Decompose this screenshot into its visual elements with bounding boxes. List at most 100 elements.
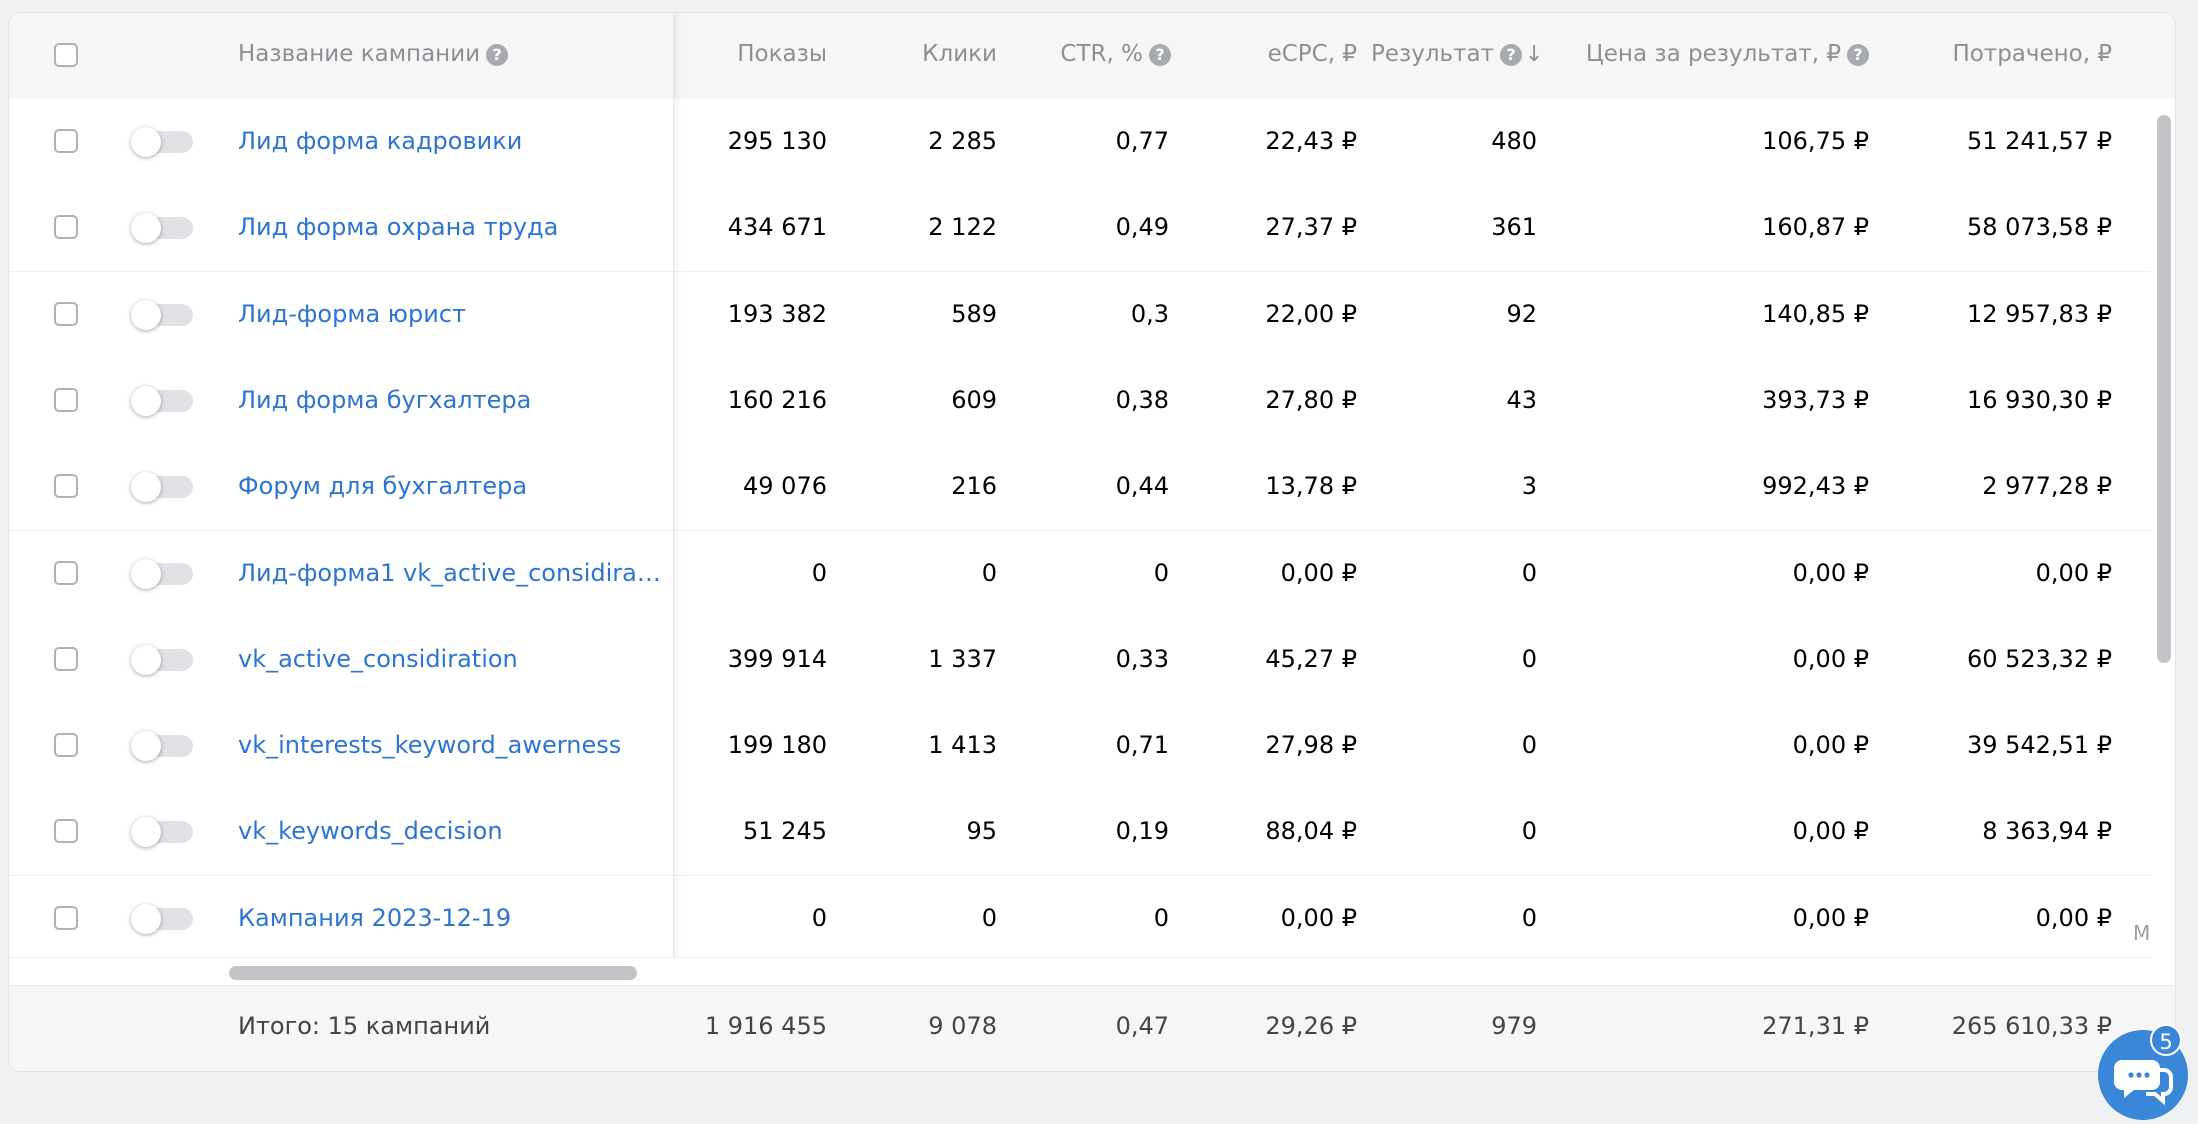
horizontal-scrollbar[interactable] [9, 957, 2151, 982]
row-checkbox[interactable] [54, 560, 78, 585]
horizontal-scrollbar-thumb[interactable] [229, 966, 637, 980]
header-ecpc[interactable]: eCPC, ₽ [1267, 41, 1357, 67]
header-ctr[interactable]: CTR, %? [949, 41, 1171, 67]
row-checkbox[interactable] [54, 301, 78, 326]
cell-ecpc: 13,78 ₽ [1265, 472, 1357, 501]
cell-ecpc: 22,43 ₽ [1265, 127, 1357, 155]
campaigns-table: Название кампании? Показы Клики CTR, %? … [8, 12, 2176, 1072]
sort-descending-icon[interactable]: ↓ [1525, 42, 1544, 67]
table-row: Кампания 2023-12-19 0 0 0 0,00 ₽ 0 0,00 ₽ 0,00 … [9, 875, 2151, 963]
campaign-status-toggle[interactable] [131, 558, 199, 589]
header-spent[interactable]: Потрачено, ₽ [1952, 41, 2112, 67]
header-price-per-result[interactable]: Цена за результат, ₽? [1569, 41, 1869, 67]
cell-result: 43 [1506, 385, 1537, 414]
totals-price-per-result: 271,31 ₽ [1762, 1012, 1869, 1040]
cell-clicks: 2 122 [928, 213, 997, 242]
row-checkbox[interactable] [54, 129, 78, 153]
campaign-name-link[interactable]: Лид форма охрана труда [238, 213, 559, 242]
campaign-name-link[interactable]: Лид форма бугхалтера [238, 385, 532, 414]
cell-result: 3 [1521, 472, 1537, 501]
table-header: Название кампании? Показы Клики CTR, %? … [9, 13, 2175, 100]
cell-impressions: 399 914 [727, 644, 827, 673]
campaign-status-toggle[interactable] [131, 644, 199, 675]
cell-spent: 51 241,57 ₽ [1966, 127, 2112, 155]
cell-result: 480 [1491, 127, 1537, 155]
totals-clicks: 9 078 [928, 1012, 997, 1040]
campaign-status-toggle[interactable] [131, 385, 199, 416]
frozen-column-divider [673, 13, 682, 957]
header-price-per-result-label: Цена за результат, ₽ [1585, 41, 1841, 67]
campaign-status-toggle[interactable] [131, 817, 199, 848]
cell-impressions: 0 [811, 903, 827, 932]
cell-ecpc: 0,00 ₽ [1280, 558, 1357, 587]
chat-bubbles-icon [2114, 1060, 2173, 1106]
campaign-name-link[interactable]: vk_active_considiration [238, 644, 518, 673]
cell-result: 361 [1491, 213, 1537, 242]
cell-spent: 12 957,83 ₽ [1966, 299, 2112, 328]
row-checkbox[interactable] [54, 819, 78, 844]
cell-result: 92 [1506, 299, 1537, 328]
totals-row: Итого: 15 кампаний 1 916 455 9 078 0,47 … [9, 985, 2175, 1071]
chat-unread-badge: 5 [2150, 1024, 2182, 1056]
cell-price-per-result: 393,73 ₽ [1762, 385, 1869, 414]
cell-impressions: 295 130 [727, 127, 827, 155]
campaign-status-toggle[interactable] [131, 213, 199, 244]
table-row: Форум для бухгалтера 49 076 216 0,44 13,78 ₽… [9, 444, 2151, 532]
vertical-scrollbar-thumb[interactable] [2157, 115, 2171, 663]
cell-result: 0 [1521, 644, 1537, 673]
campaign-status-toggle[interactable] [131, 731, 199, 762]
vertical-scrollbar[interactable] [2151, 99, 2175, 957]
cell-ctr: 0,19 [1115, 817, 1169, 846]
cell-price-per-result: 0,00 ₽ [1792, 644, 1869, 673]
campaign-name-link[interactable]: Лид-форма1 vk_active_considirat... [238, 558, 668, 587]
toggle-knob [131, 731, 161, 762]
help-icon[interactable]: ? [1847, 44, 1869, 66]
toggle-knob [131, 817, 161, 848]
campaign-status-toggle[interactable] [131, 299, 199, 330]
header-impressions[interactable]: Показы [737, 41, 827, 67]
select-all-checkbox[interactable] [54, 43, 78, 67]
totals-result: 979 [1491, 1012, 1537, 1040]
cell-spent: 39 542,51 ₽ [1966, 731, 2112, 760]
cell-ctr: 0 [1153, 558, 1169, 587]
cell-result: 0 [1521, 903, 1537, 932]
campaign-name-link[interactable]: vk_keywords_decision [238, 817, 503, 846]
campaign-name-link[interactable]: vk_interests_keyword_awerness [238, 731, 622, 760]
help-icon[interactable]: ? [1149, 44, 1171, 66]
cell-spent: 58 073,58 ₽ [1966, 213, 2112, 242]
campaign-status-toggle[interactable] [131, 472, 199, 503]
table-row: Лид-форма1 vk_active_considirat... 0 0 0 0,0… [9, 530, 2151, 618]
cell-price-per-result: 160,87 ₽ [1762, 213, 1869, 242]
header-result[interactable]: Результат? ↓ [1371, 41, 1543, 67]
row-checkbox[interactable] [54, 905, 78, 930]
toggle-knob [131, 385, 161, 416]
campaign-name-link[interactable]: Лид форма кадровики [238, 127, 523, 155]
row-checkbox[interactable] [54, 733, 78, 758]
cell-ctr: 0 [1153, 903, 1169, 932]
help-icon[interactable]: ? [486, 44, 509, 66]
cell-price-per-result: 992,43 ₽ [1762, 472, 1869, 501]
toggle-knob [131, 127, 161, 157]
table-row: Лид форма охрана труда 434 671 2 122 0,49 27… [9, 185, 2151, 273]
header-campaign-name[interactable]: Название кампании? [238, 41, 509, 67]
campaign-status-toggle[interactable] [131, 903, 199, 934]
campaign-name-link[interactable]: Форум для бухгалтера [238, 472, 528, 501]
cell-price-per-result: 106,75 ₽ [1762, 127, 1869, 155]
row-checkbox[interactable] [54, 646, 78, 671]
campaign-status-toggle[interactable] [131, 127, 199, 157]
header-clicks[interactable]: Клики [922, 41, 997, 67]
row-checkbox[interactable] [54, 215, 78, 240]
campaign-name-link[interactable]: Кампания 2023-12-19 [238, 903, 512, 932]
cell-impressions: 193 382 [727, 299, 827, 328]
cell-ecpc: 22,00 ₽ [1265, 299, 1357, 328]
cell-spent: 2 977,28 ₽ [1982, 472, 2112, 501]
cell-impressions: 49 076 [743, 472, 827, 501]
row-checkbox[interactable] [54, 387, 78, 412]
row-checkbox[interactable] [54, 474, 78, 499]
table-row: vk_interests_keyword_awerness 199 180 1 41… [9, 703, 2151, 791]
totals-ecpc: 29,26 ₽ [1265, 1012, 1357, 1040]
cell-clicks: 2 285 [928, 127, 997, 155]
cell-impressions: 0 [811, 558, 827, 587]
campaign-name-link[interactable]: Лид-форма юрист [238, 299, 466, 328]
help-icon[interactable]: ? [1500, 44, 1523, 66]
